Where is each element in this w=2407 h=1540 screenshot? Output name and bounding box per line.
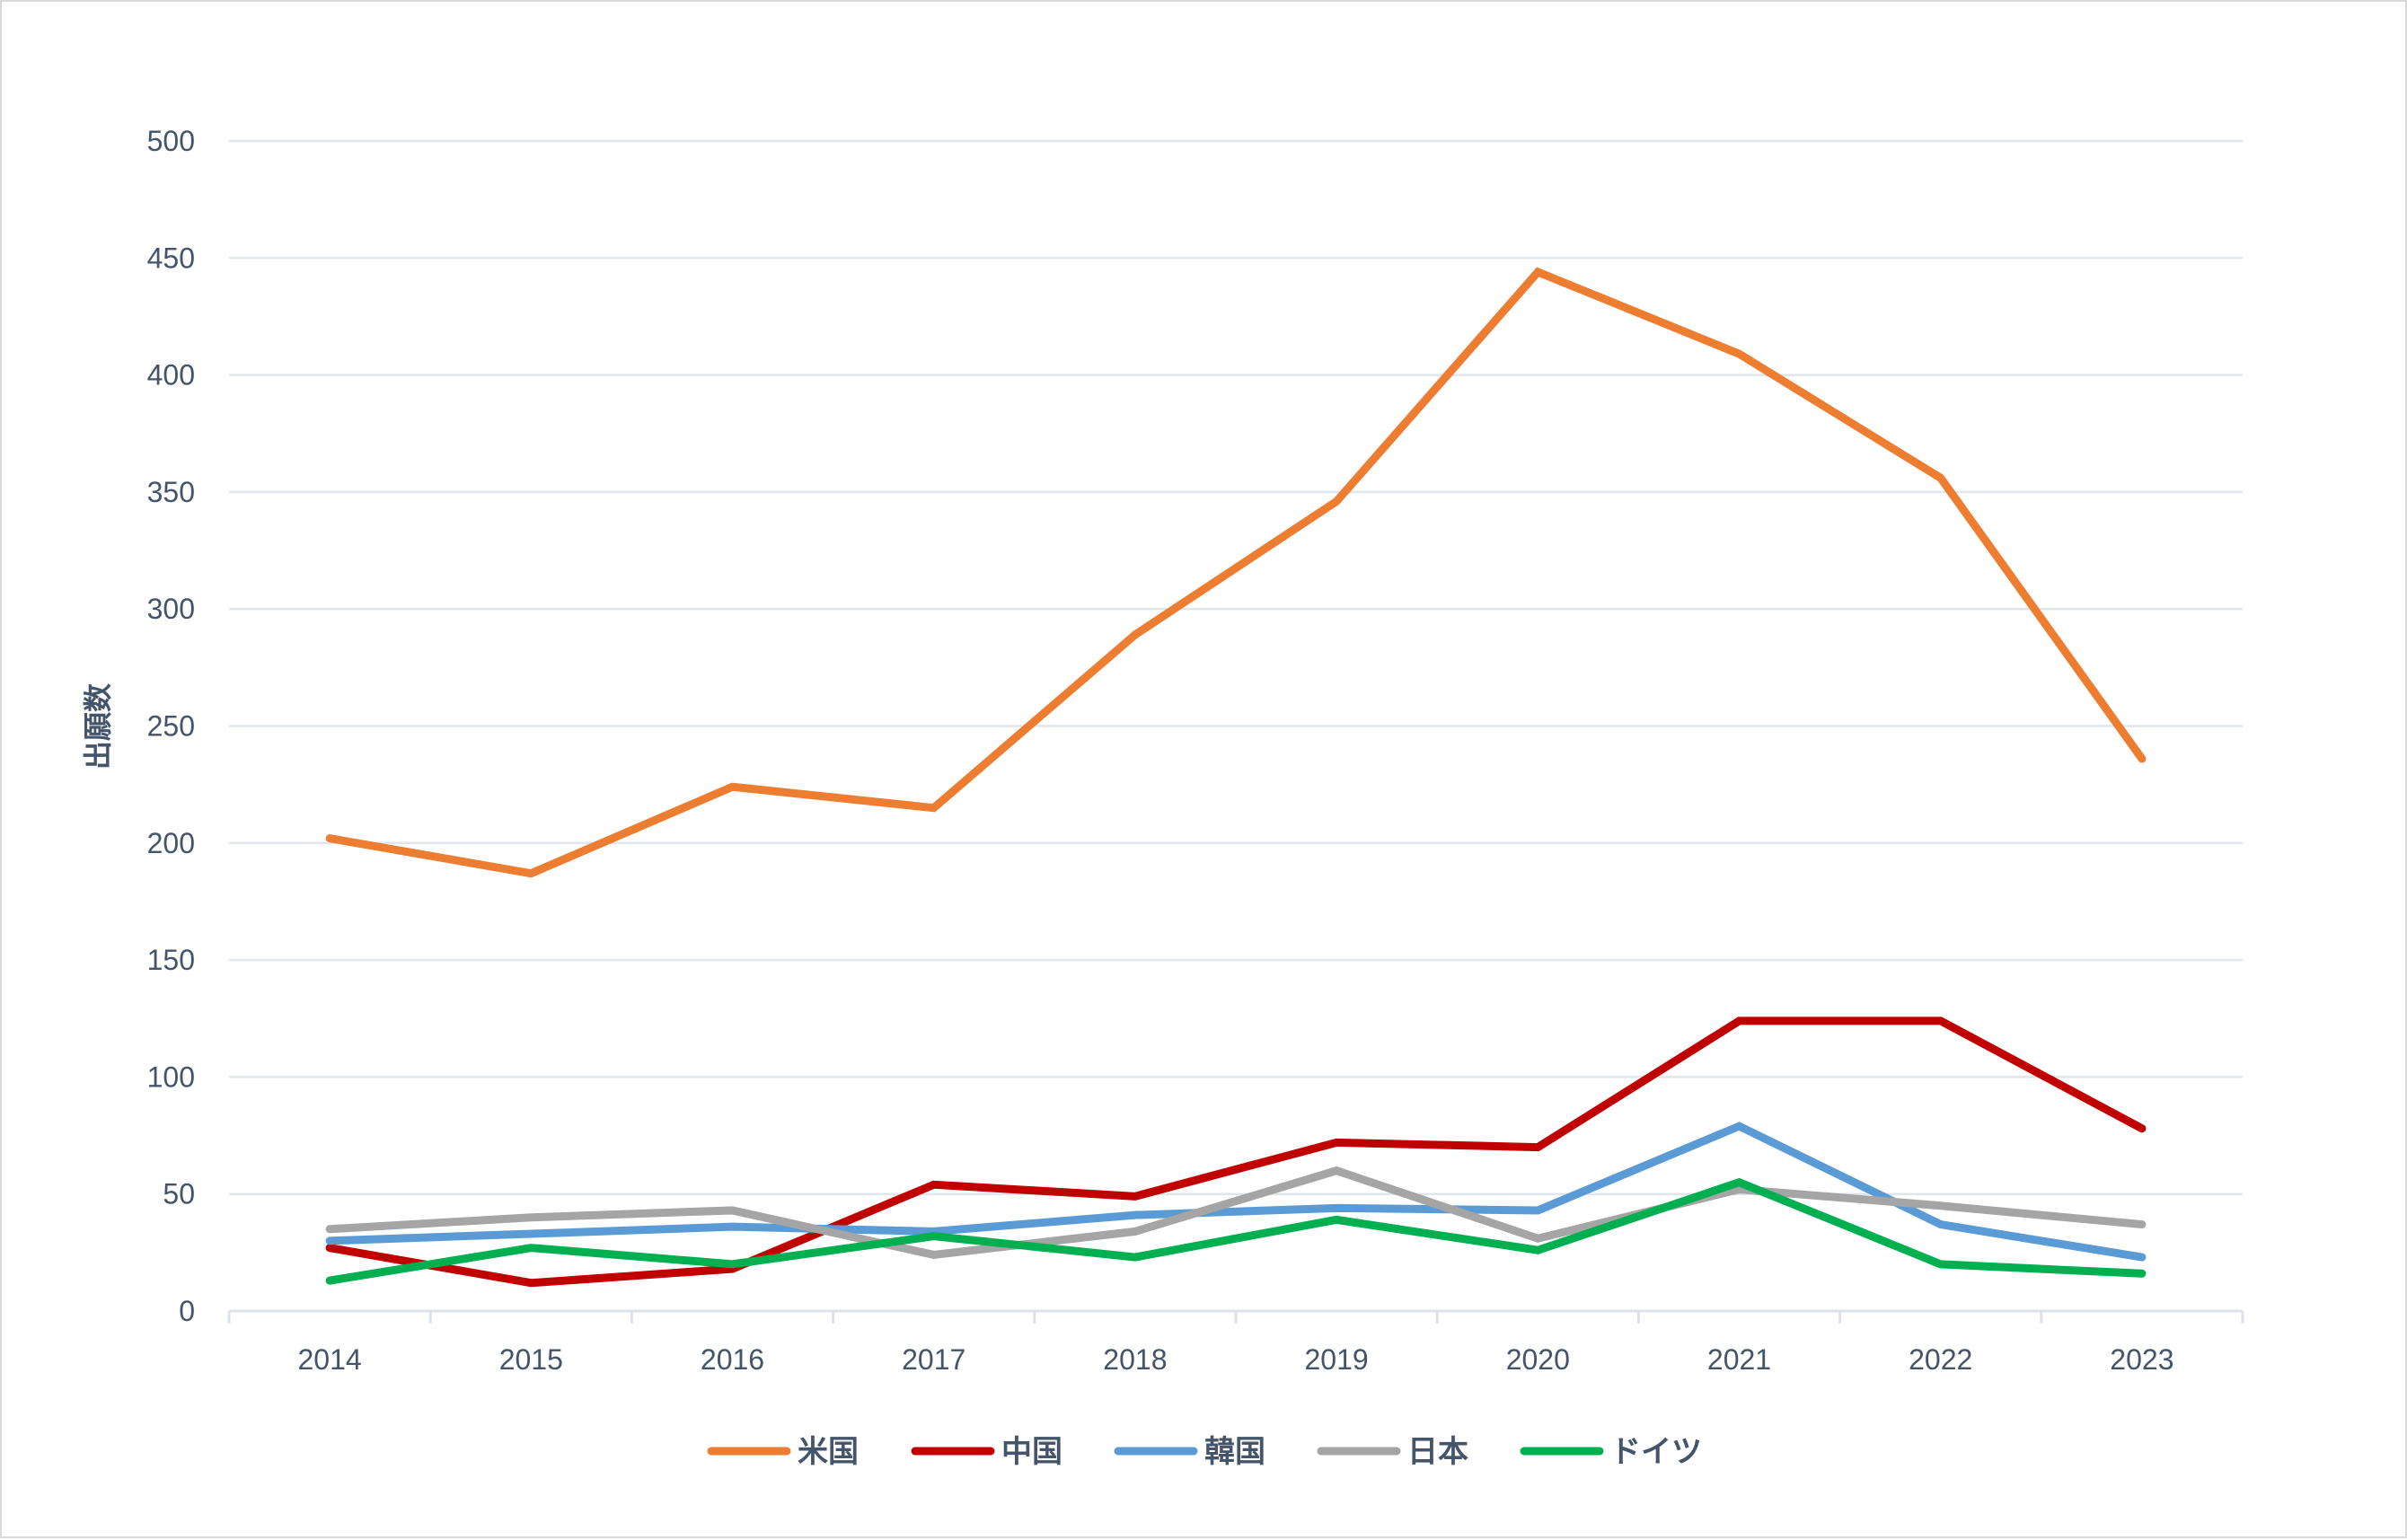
legend-label: ドイツ bbox=[1610, 1435, 1702, 1469]
y-tick-label: 0 bbox=[179, 1295, 195, 1327]
gridlines bbox=[229, 139, 2243, 1195]
y-tick-label: 100 bbox=[147, 1060, 195, 1093]
legend-label: 韓国 bbox=[1204, 1435, 1265, 1469]
y-tick-label: 300 bbox=[147, 593, 195, 625]
x-tick-label: 2015 bbox=[499, 1343, 563, 1376]
x-tick-label: 2016 bbox=[701, 1343, 764, 1376]
series-line-2 bbox=[325, 1016, 2147, 1288]
y-tick-label: 400 bbox=[147, 359, 195, 392]
legend-label: 米国 bbox=[798, 1435, 859, 1469]
y-axis-ticks: 0 50 100 150 200 250 300 350 400 450 500 bbox=[147, 125, 195, 1327]
y-tick-label: 200 bbox=[147, 827, 195, 859]
x-tick-label: 2019 bbox=[1305, 1343, 1369, 1376]
series-line-3 bbox=[325, 1122, 2147, 1262]
y-axis-label: 出願数 bbox=[82, 682, 114, 770]
x-tick-label: 2018 bbox=[1103, 1343, 1167, 1376]
y-tick-label: 150 bbox=[147, 944, 195, 976]
x-tick-label: 2017 bbox=[902, 1343, 965, 1376]
legend-label: 中国 bbox=[1001, 1435, 1062, 1469]
x-tick-label: 2021 bbox=[1707, 1343, 1771, 1376]
legend-label: 日本 bbox=[1407, 1435, 1468, 1469]
y-tick-label: 350 bbox=[147, 476, 195, 508]
x-tick-label: 2023 bbox=[2110, 1343, 2173, 1376]
x-axis: 2014 2015 2016 2017 2018 2019 2020 2021 2022 2023 bbox=[227, 1309, 2244, 1376]
x-tick-label: 2022 bbox=[1909, 1343, 1972, 1376]
y-tick-label: 250 bbox=[147, 710, 195, 743]
x-tick-label: 2020 bbox=[1506, 1343, 1570, 1376]
legend: 米国 中国 韓国 日本 ドイツ bbox=[707, 1435, 1702, 1469]
series-line-5 bbox=[325, 1177, 2147, 1285]
y-tick-label: 450 bbox=[147, 242, 195, 274]
series-line-4 bbox=[325, 1166, 2147, 1260]
y-tick-label: 50 bbox=[163, 1178, 195, 1210]
x-tick-label: 2014 bbox=[298, 1343, 362, 1376]
y-tick-label: 500 bbox=[147, 125, 195, 157]
series-line-1 bbox=[325, 267, 2147, 878]
series-lines bbox=[325, 267, 2147, 1288]
